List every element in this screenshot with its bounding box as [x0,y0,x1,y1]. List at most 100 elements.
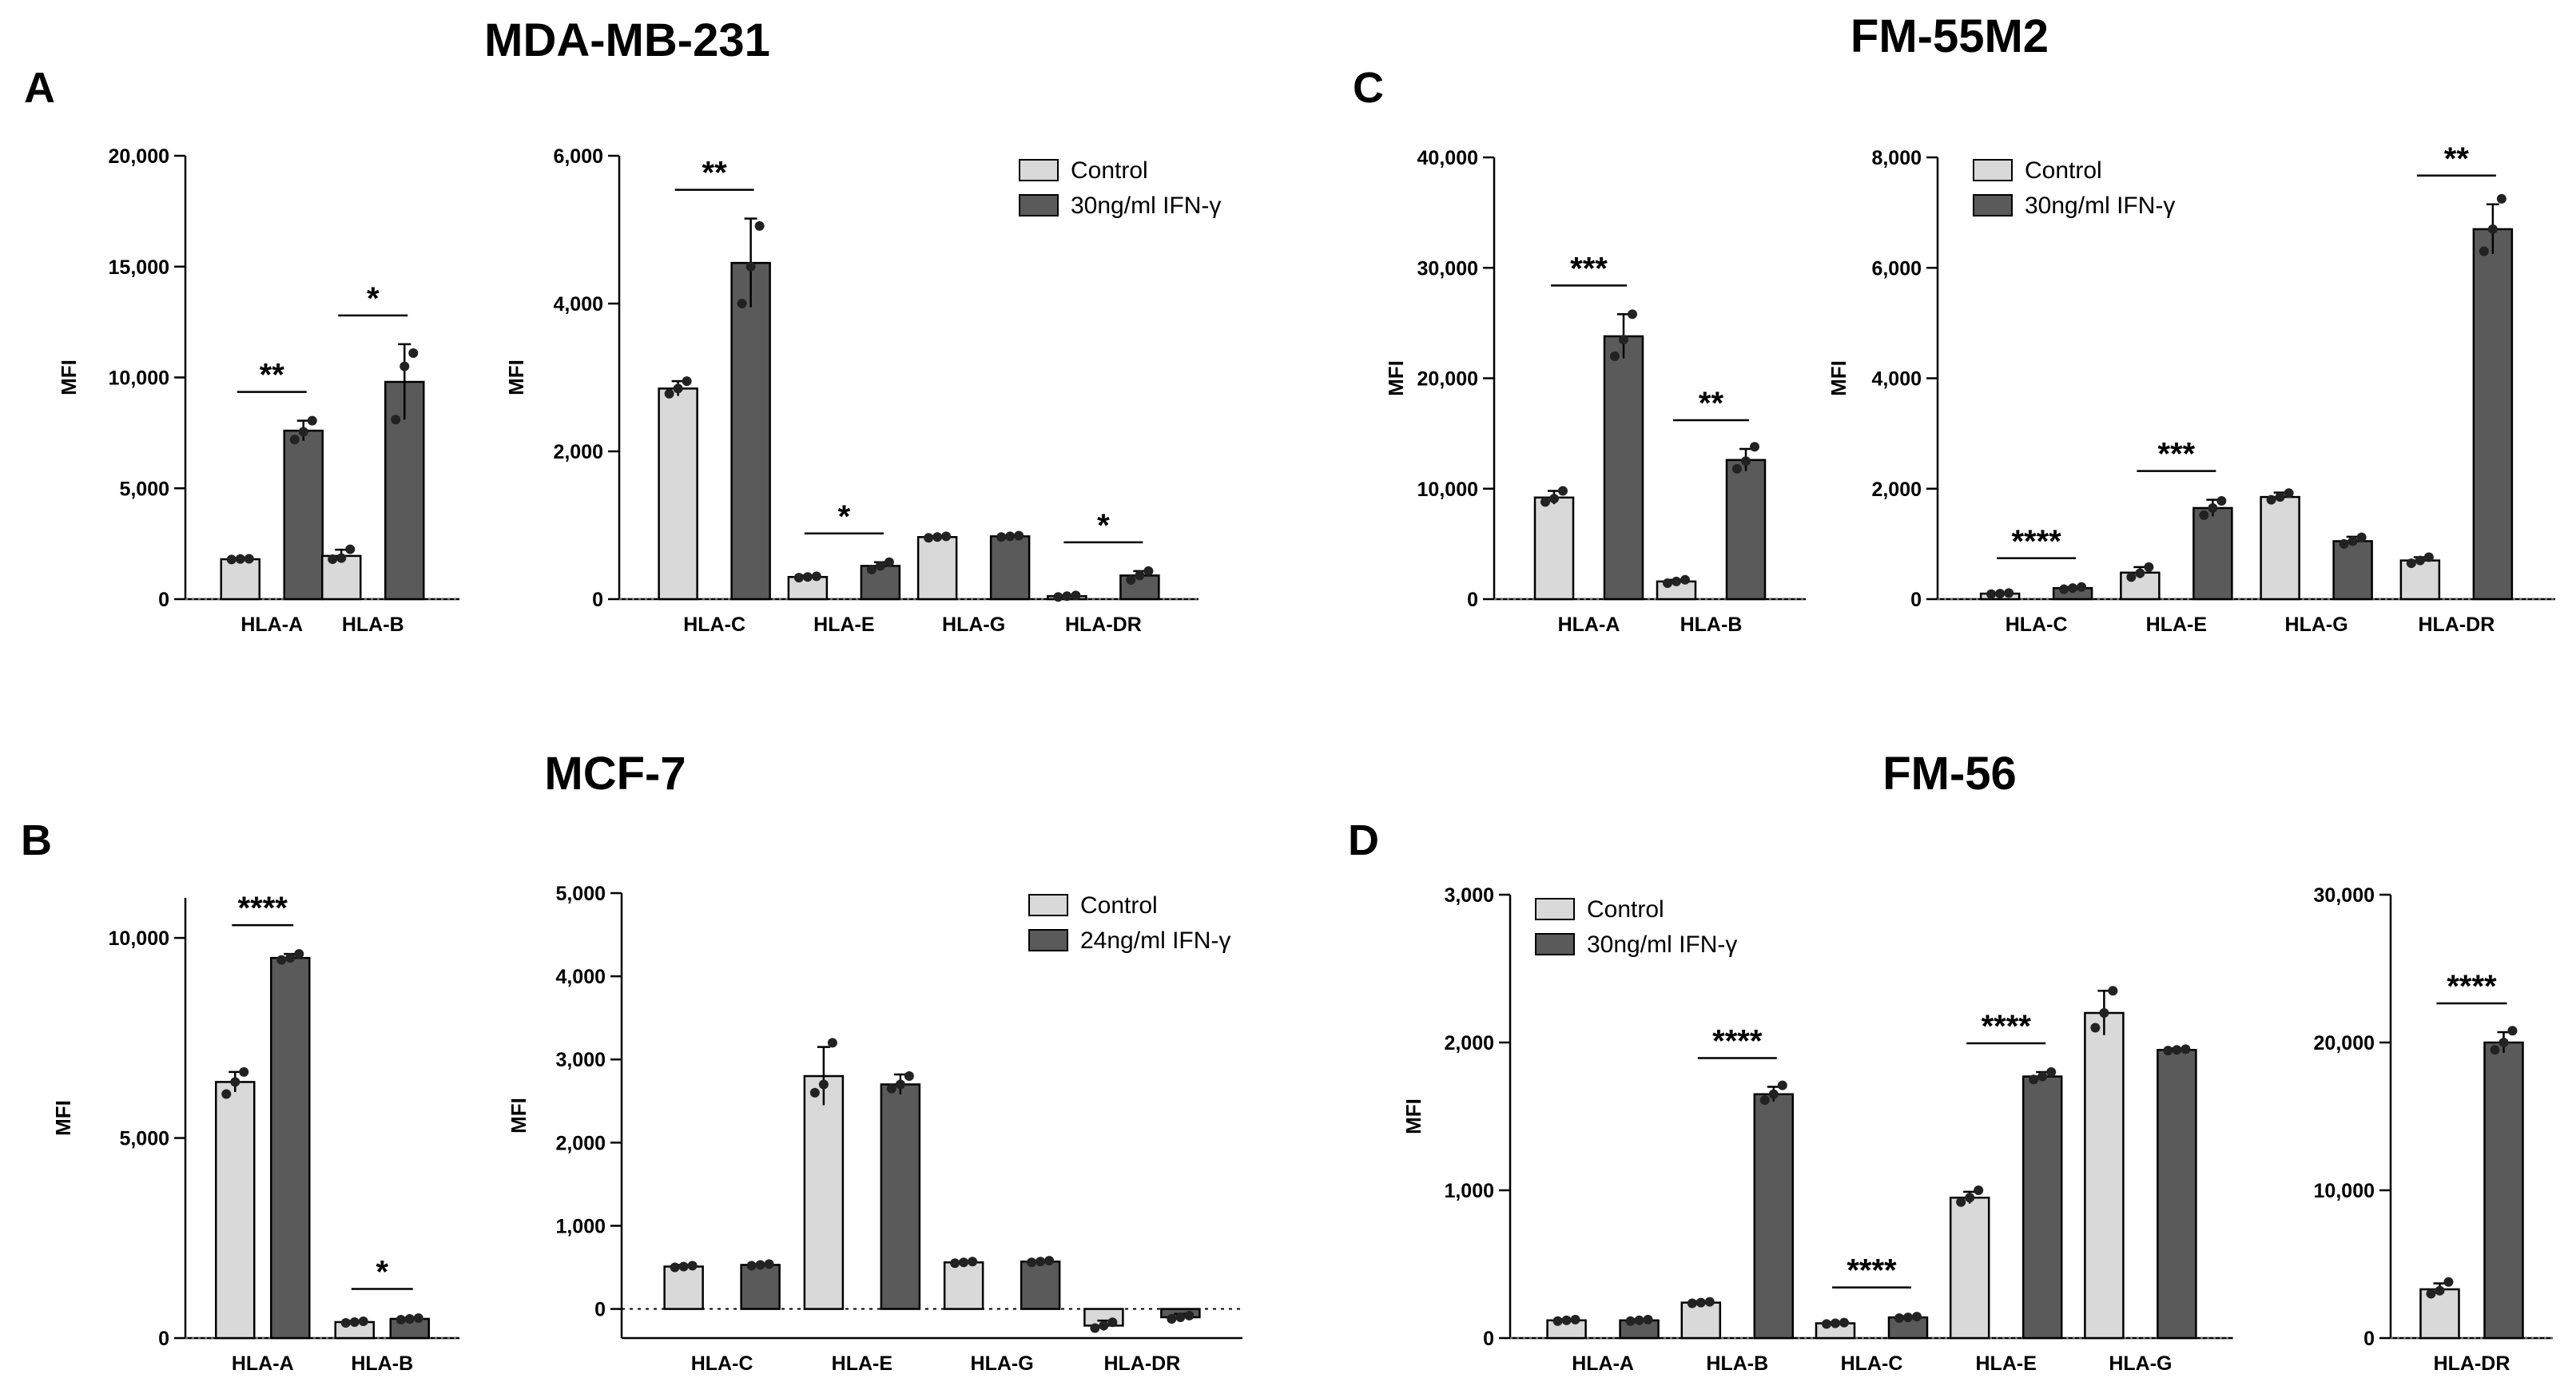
x-tick-label-c2: HLA-C [2006,614,2068,636]
data-point-d1 [1759,1095,1770,1106]
bar-b2-hla-e-ifn [880,1083,921,1310]
bar-a2-hla-e-ifn [860,565,901,601]
x-tick-label-d1: HLA-C [1841,1352,1903,1375]
title-mcf-7: MCF-7 [544,748,686,800]
legend-swatch-d1-ifn [1535,933,1575,955]
data-point-b1 [276,955,287,965]
data-point-c2 [2339,538,2349,549]
data-point-d1 [1903,1313,1913,1323]
data-point-d1 [2180,1044,2191,1054]
y-tick-label-b2: 1,000 [555,1215,606,1237]
significance-stars-d1: **** [1712,1024,1763,1059]
significance-stars-b1: * [376,1254,388,1289]
x-tick-label-a2: HLA-C [683,614,745,636]
data-point-b2 [1107,1317,1118,1328]
data-point-c2 [2068,583,2078,594]
y-tick-label-c1: 30,000 [1417,257,1478,280]
data-point-b1 [285,953,296,963]
data-point-a2 [754,220,765,231]
data-point-c2 [2199,510,2209,520]
data-point-c2 [2004,588,2014,598]
data-point-c2 [2135,568,2145,578]
y-tick-label-b2: 5,000 [555,883,606,905]
data-point-b2 [904,1071,914,1082]
data-point-c1 [1619,335,1628,345]
x-tick-label-c1: HLA-A [1558,614,1620,636]
significance-stars-a2: ** [702,156,728,191]
data-point-b2 [959,1257,969,1268]
y-tick-label-b2: 4,000 [555,966,606,988]
significance-stars-a1: * [367,281,380,316]
y-tick-label-a2: 2,000 [553,441,603,463]
y-tick-label-a1: 5,000 [119,478,169,500]
data-point-a2 [875,561,885,571]
y-tick-label-d1: 1,000 [1444,1180,1494,1202]
data-point-a2 [664,388,674,399]
significance-stars-c2: ** [2444,141,2470,177]
data-point-d1 [2037,1071,2048,1082]
bar-c1-hla-a-control [1533,496,1575,601]
data-point-c2 [2077,582,2087,592]
bar-b2-hla-g-ifn [1020,1260,1061,1310]
y-tick-label-d2: 20,000 [2314,1032,2375,1054]
bar-c2-hla-dr-ifn [2472,228,2514,601]
legend-swatch-a2-control [1019,159,1059,181]
significance-stars-c2: **** [2011,524,2061,559]
data-point-c2 [1995,589,2006,599]
x-tick-label-c2: HLA-DR [2418,614,2495,636]
data-point-d1 [1695,1297,1706,1308]
data-point-b1 [239,1066,249,1077]
y-tick-label-d2: 0 [2363,1328,2375,1350]
bar-c2-hla-g-ifn [2332,540,2373,601]
data-point-d1 [1570,1314,1580,1324]
y-axis-label-b1: MFI [51,1100,75,1136]
y-tick-label-d1: 3,000 [1444,884,1494,907]
data-point-b2 [1027,1257,1037,1268]
legend-label-a2-ifn: 30ng/ml IFN-γ [1071,193,1221,219]
y-tick-label-c2: 0 [1910,589,1922,611]
title-fm-55m2: FM-55M2 [1851,10,2049,62]
data-point-b2 [746,1261,757,1271]
bar-d1-hla-g-control [2084,1011,2125,1340]
x-tick-label-a2: HLA-E [813,614,874,636]
data-point-d1 [1704,1297,1715,1307]
bar-d2-hla-dr-ifn [2483,1041,2524,1340]
bar-a1-hla-a-ifn [283,429,324,601]
y-tick-label-c2: 4,000 [1871,368,1922,391]
x-tick-label-c1: HLA-B [1680,614,1743,636]
data-point-a2 [793,573,804,583]
data-point-a1 [226,554,237,565]
bar-a2-hla-c-control [658,387,698,601]
data-point-c2 [2479,246,2489,256]
y-tick-label-c1: 20,000 [1417,368,1478,391]
data-point-d1 [1643,1314,1653,1324]
data-point-d1 [1974,1185,1984,1195]
x-tick-label-c2: HLA-E [2146,614,2207,636]
data-point-d1 [1831,1318,1840,1328]
data-point-d1 [2172,1045,2182,1055]
data-point-d1 [2163,1046,2173,1056]
data-point-c2 [2415,555,2425,566]
legend-swatch-b2-control [1028,894,1068,916]
x-tick-label-b1: HLA-A [232,1352,294,1375]
y-tick-label-b2: 3,000 [555,1049,606,1071]
bar-d1-hla-e-ifn [2021,1075,2063,1340]
legend-swatch-c2-control [1973,159,2013,181]
y-tick-label-c2: 8,000 [1871,147,1922,169]
data-point-b1 [340,1317,351,1328]
data-point-b1 [221,1089,232,1099]
y-tick-label-c1: 40,000 [1417,147,1478,169]
data-point-b2 [950,1258,960,1269]
data-point-b2 [1099,1320,1109,1331]
data-point-c1 [1540,497,1550,507]
y-axis-label-b2: MFI [507,1098,531,1134]
data-point-b2 [895,1079,905,1090]
data-point-c2 [2356,532,2367,542]
panel-letter-c: C [1353,64,1384,112]
bar-c2-hla-g-control [2260,495,2300,601]
data-point-b1 [396,1314,406,1324]
data-point-d1 [1634,1315,1644,1325]
data-point-d1 [2090,1023,2101,1033]
legend-label-c2-control: Control [2025,157,2102,184]
